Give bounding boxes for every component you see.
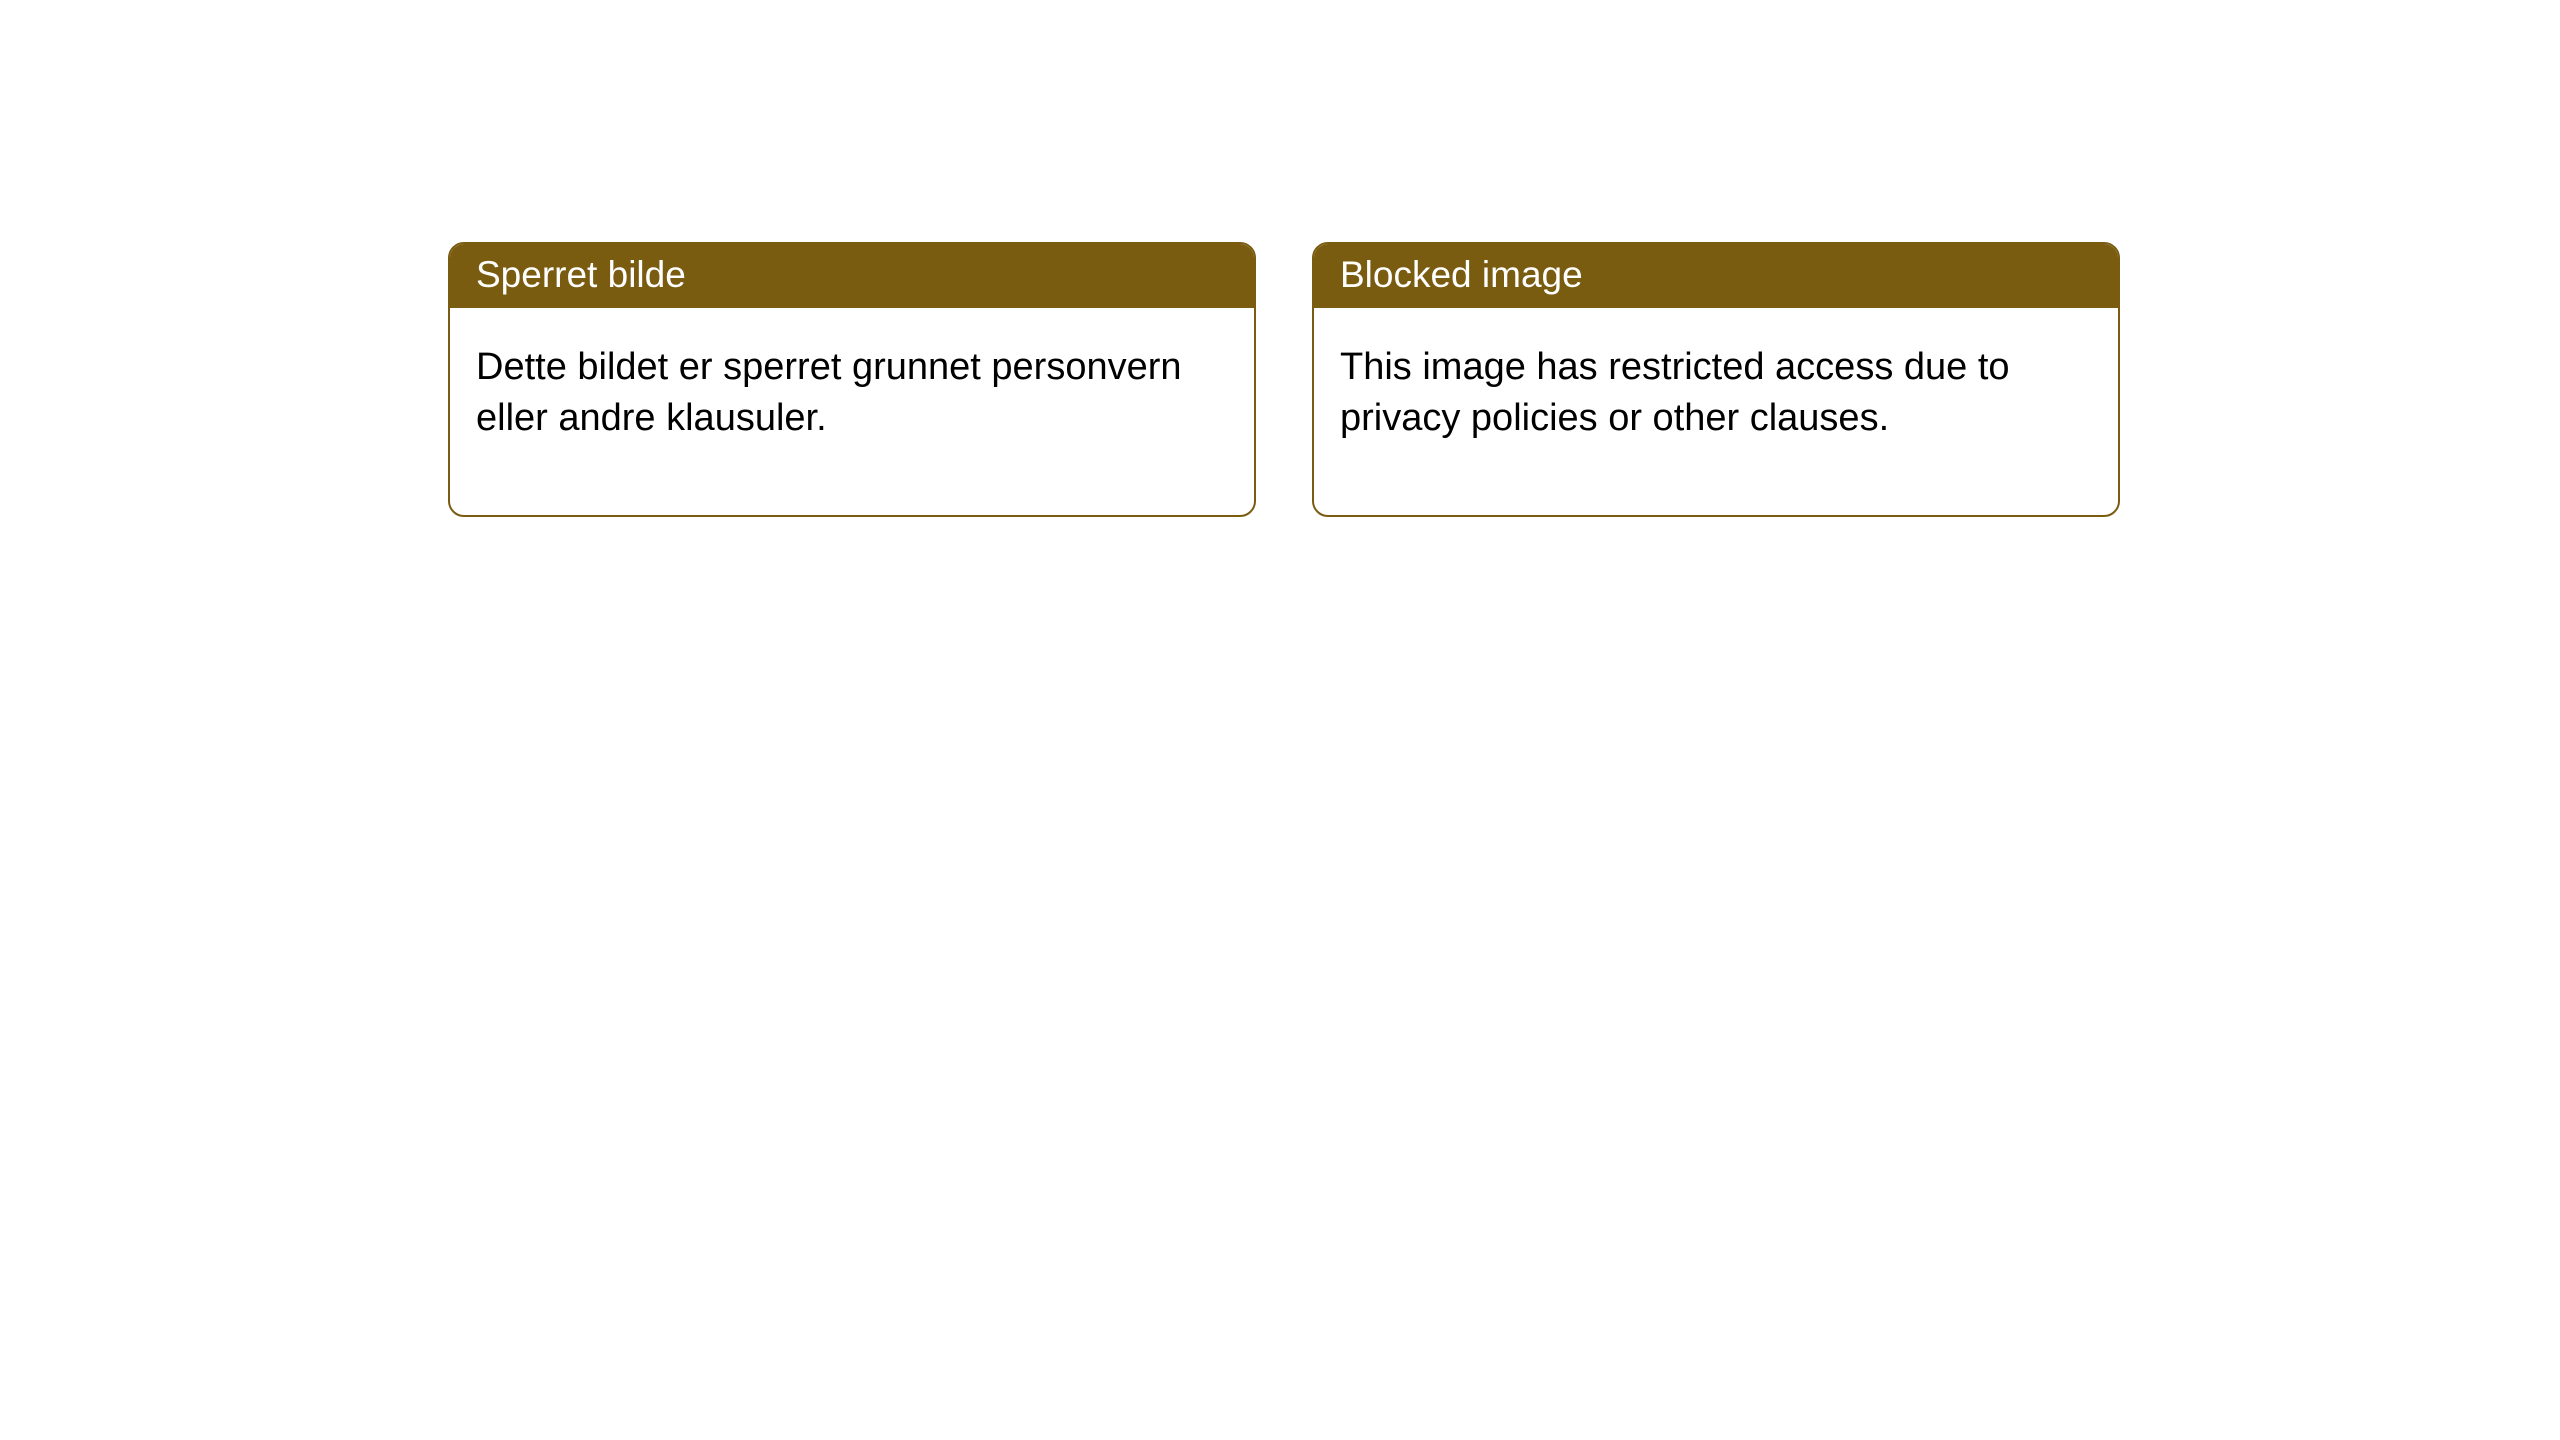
- notice-body: Dette bildet er sperret grunnet personve…: [450, 308, 1254, 515]
- notice-header: Blocked image: [1314, 244, 2118, 308]
- notice-container: Sperret bilde Dette bildet er sperret gr…: [0, 0, 2560, 517]
- notice-card-norwegian: Sperret bilde Dette bildet er sperret gr…: [448, 242, 1256, 517]
- notice-header: Sperret bilde: [450, 244, 1254, 308]
- notice-body: This image has restricted access due to …: [1314, 308, 2118, 515]
- notice-card-english: Blocked image This image has restricted …: [1312, 242, 2120, 517]
